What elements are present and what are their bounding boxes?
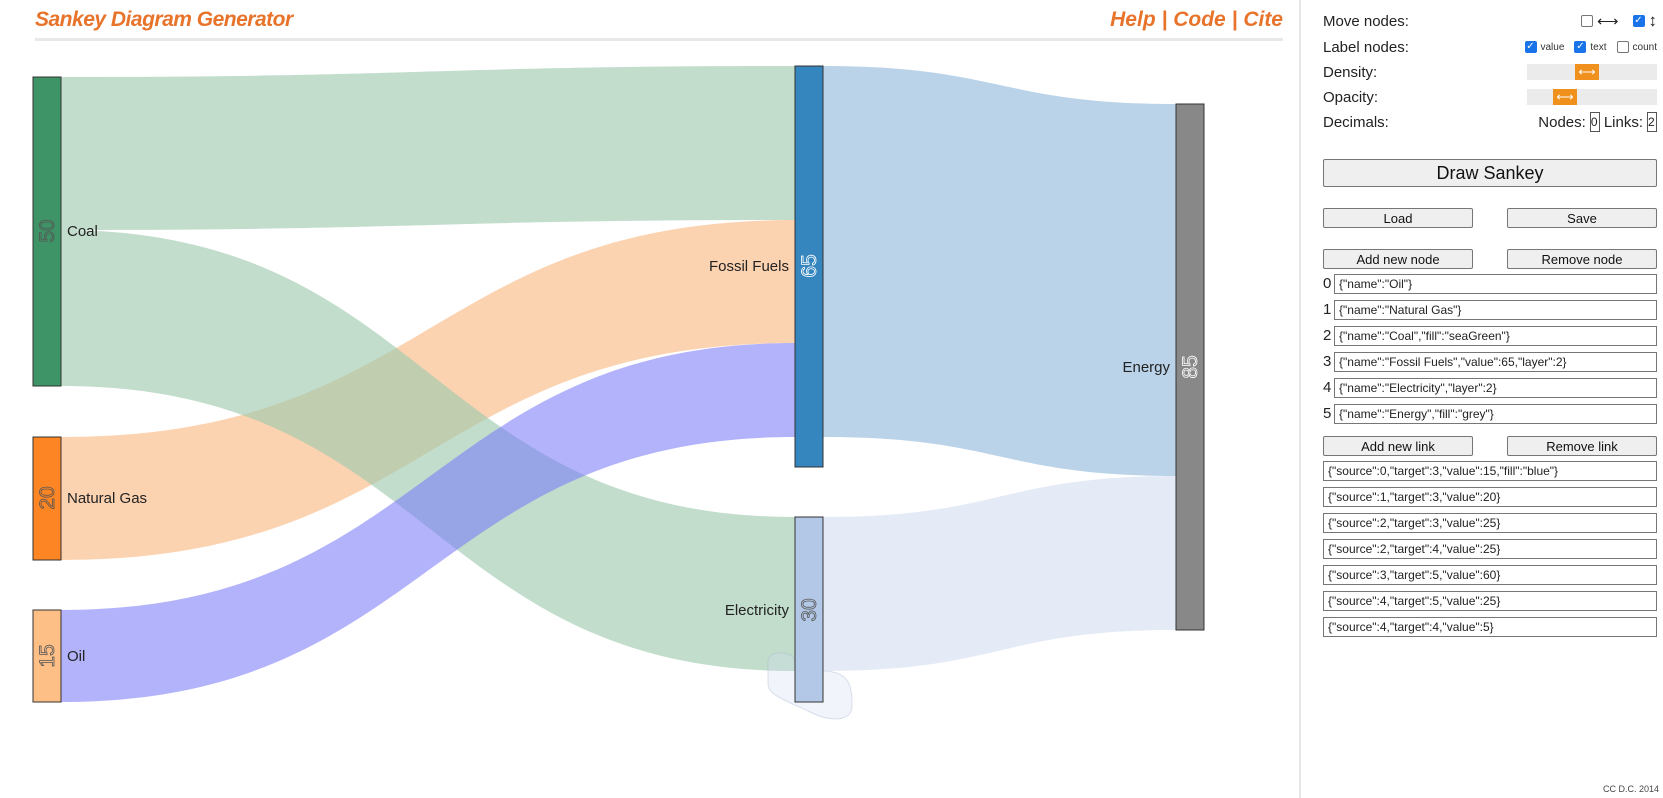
node-index: 5 — [1323, 405, 1332, 422]
node-index: 1 — [1323, 301, 1332, 318]
node-label-electricity: Electricity — [725, 602, 790, 619]
label-nodes-row: Label nodes: ✓ value ✓ text count — [1323, 35, 1657, 59]
opacity-slider-handle[interactable]: ⟷ — [1553, 89, 1577, 105]
link-entry-input[interactable]: {"source":2,"target":4,"value":25} — [1323, 539, 1657, 559]
link-entry-input[interactable]: {"source":0,"target":3,"value":15,"fill"… — [1323, 461, 1657, 481]
vertical-arrow-icon: ↕ — [1648, 11, 1658, 30]
node-entry-input[interactable]: {"name":"Electricity","layer":2} — [1334, 378, 1657, 398]
load-button[interactable]: Load — [1323, 208, 1473, 228]
node-value-coal: 50 — [36, 219, 59, 242]
node-entry-input[interactable]: {"name":"Coal","fill":"seaGreen"} — [1334, 326, 1657, 346]
opacity-label: Opacity: — [1323, 88, 1379, 106]
help-link[interactable]: Help — [1110, 8, 1156, 31]
node-natural-gas[interactable] — [32, 436, 62, 561]
density-label: Density: — [1323, 63, 1378, 81]
opacity-slider[interactable]: ⟷ — [1527, 89, 1657, 105]
save-button[interactable]: Save — [1507, 208, 1657, 228]
cite-link[interactable]: Cite — [1243, 8, 1283, 31]
remove-link-button[interactable]: Remove link — [1507, 436, 1657, 456]
node-label-energy: Energy — [1122, 359, 1170, 376]
control-panel: Move nodes: ⟷ ✓ ↕ Label nodes: ✓ value ✓… — [1301, 0, 1663, 798]
link-fossil-fuels-energy[interactable] — [823, 66, 1176, 476]
link-entry-input[interactable]: {"source":2,"target":3,"value":25} — [1323, 513, 1657, 533]
remove-node-button[interactable]: Remove node — [1507, 249, 1657, 269]
panel-divider — [1299, 0, 1301, 798]
label-text-checkbox[interactable]: ✓ — [1574, 41, 1587, 53]
label-value-checkbox[interactable]: ✓ — [1524, 41, 1537, 53]
node-index: 0 — [1323, 275, 1332, 292]
node-coal[interactable] — [32, 76, 62, 387]
label-nodes-label: Label nodes: — [1323, 38, 1409, 56]
node-value-oil: 15 — [36, 644, 59, 667]
node-index: 4 — [1323, 379, 1332, 396]
decimals-nodes-label: Nodes: — [1538, 113, 1586, 131]
node-value-electricity: 30 — [798, 598, 821, 621]
node-label-oil: Oil — [67, 648, 85, 665]
node-label-coal: Coal — [67, 223, 98, 240]
link-entry-input[interactable]: {"source":3,"target":5,"value":60} — [1323, 565, 1657, 585]
label-value-text: value — [1540, 41, 1565, 53]
node-entry-input[interactable]: {"name":"Oil"} — [1334, 274, 1657, 294]
app-title: Sankey Diagram Generator — [35, 8, 293, 31]
move-vertical-checkbox[interactable]: ✓ — [1632, 15, 1645, 27]
node-label-fossil-fuels: Fossil Fuels — [709, 258, 789, 275]
label-text-text: text — [1590, 41, 1607, 53]
move-nodes-label: Move nodes: — [1323, 12, 1409, 30]
decimals-nodes-input[interactable]: 0 — [1589, 112, 1600, 132]
link-separator: | — [1161, 8, 1168, 31]
link-entry-input[interactable]: {"source":4,"target":4,"value":5} — [1323, 617, 1657, 637]
decimals-links-input[interactable]: 2 — [1647, 112, 1657, 132]
link-coal-fossil-fuels[interactable] — [61, 66, 795, 230]
code-link[interactable]: Code — [1173, 8, 1226, 31]
decimals-row: Decimals: Nodes: 0 Links: 2 — [1323, 110, 1657, 134]
density-slider-handle[interactable]: ⟷ — [1575, 64, 1599, 80]
density-row: Density: ⟷ — [1323, 60, 1657, 84]
decimals-links-label: Links: — [1603, 113, 1643, 131]
node-entry-input[interactable]: {"name":"Natural Gas"} — [1334, 300, 1657, 320]
link-entry-input[interactable]: {"source":1,"target":3,"value":20} — [1323, 487, 1657, 507]
node-index: 3 — [1323, 353, 1332, 370]
link-oil-fossil-fuels[interactable] — [61, 343, 795, 702]
node-fossil-fuels[interactable] — [794, 65, 824, 468]
move-horizontal-checkbox[interactable] — [1580, 15, 1593, 27]
diagram-area: Sankey Diagram Generator Help | Code | C… — [32, 8, 1283, 720]
node-entry-input[interactable]: {"name":"Energy","fill":"grey"} — [1334, 404, 1657, 424]
draw-sankey-button[interactable]: Draw Sankey — [1323, 159, 1657, 187]
credit-text: CC D.C. 2014 — [1602, 784, 1659, 794]
sankey-diagram: 50 20 15 65 30 85 Coal Natural Gas Oil F… — [32, 65, 1205, 720]
node-entry-input[interactable]: {"name":"Fossil Fuels","value":65,"layer… — [1334, 352, 1657, 372]
link-coal-electricity[interactable] — [61, 230, 795, 671]
label-count-checkbox[interactable] — [1616, 41, 1629, 53]
link-separator: | — [1231, 8, 1238, 31]
node-value-natural-gas: 20 — [36, 486, 59, 509]
top-links: Help | Code | Cite — [1110, 8, 1283, 32]
link-entry-input[interactable]: {"source":4,"target":5,"value":25} — [1323, 591, 1657, 611]
node-value-energy: 85 — [1179, 355, 1202, 378]
label-count-text: count — [1632, 41, 1657, 53]
add-link-button[interactable]: Add new link — [1323, 436, 1473, 456]
node-value-fossil-fuels: 65 — [798, 254, 821, 277]
add-node-button[interactable]: Add new node — [1323, 249, 1473, 269]
horizontal-arrow-icon: ⟷ — [1596, 13, 1619, 30]
link-electricity-energy[interactable] — [823, 476, 1176, 671]
opacity-row: Opacity: ⟷ — [1323, 85, 1657, 109]
title-divider — [35, 38, 1283, 41]
node-energy[interactable] — [1175, 103, 1205, 631]
node-label-natural-gas: Natural Gas — [67, 490, 147, 507]
decimals-label: Decimals: — [1323, 113, 1389, 131]
node-index: 2 — [1323, 327, 1332, 344]
node-electricity[interactable] — [794, 516, 824, 703]
node-oil[interactable] — [32, 609, 62, 703]
move-nodes-row: Move nodes: ⟷ ✓ ↕ — [1323, 9, 1657, 33]
density-slider[interactable]: ⟷ — [1527, 64, 1657, 80]
